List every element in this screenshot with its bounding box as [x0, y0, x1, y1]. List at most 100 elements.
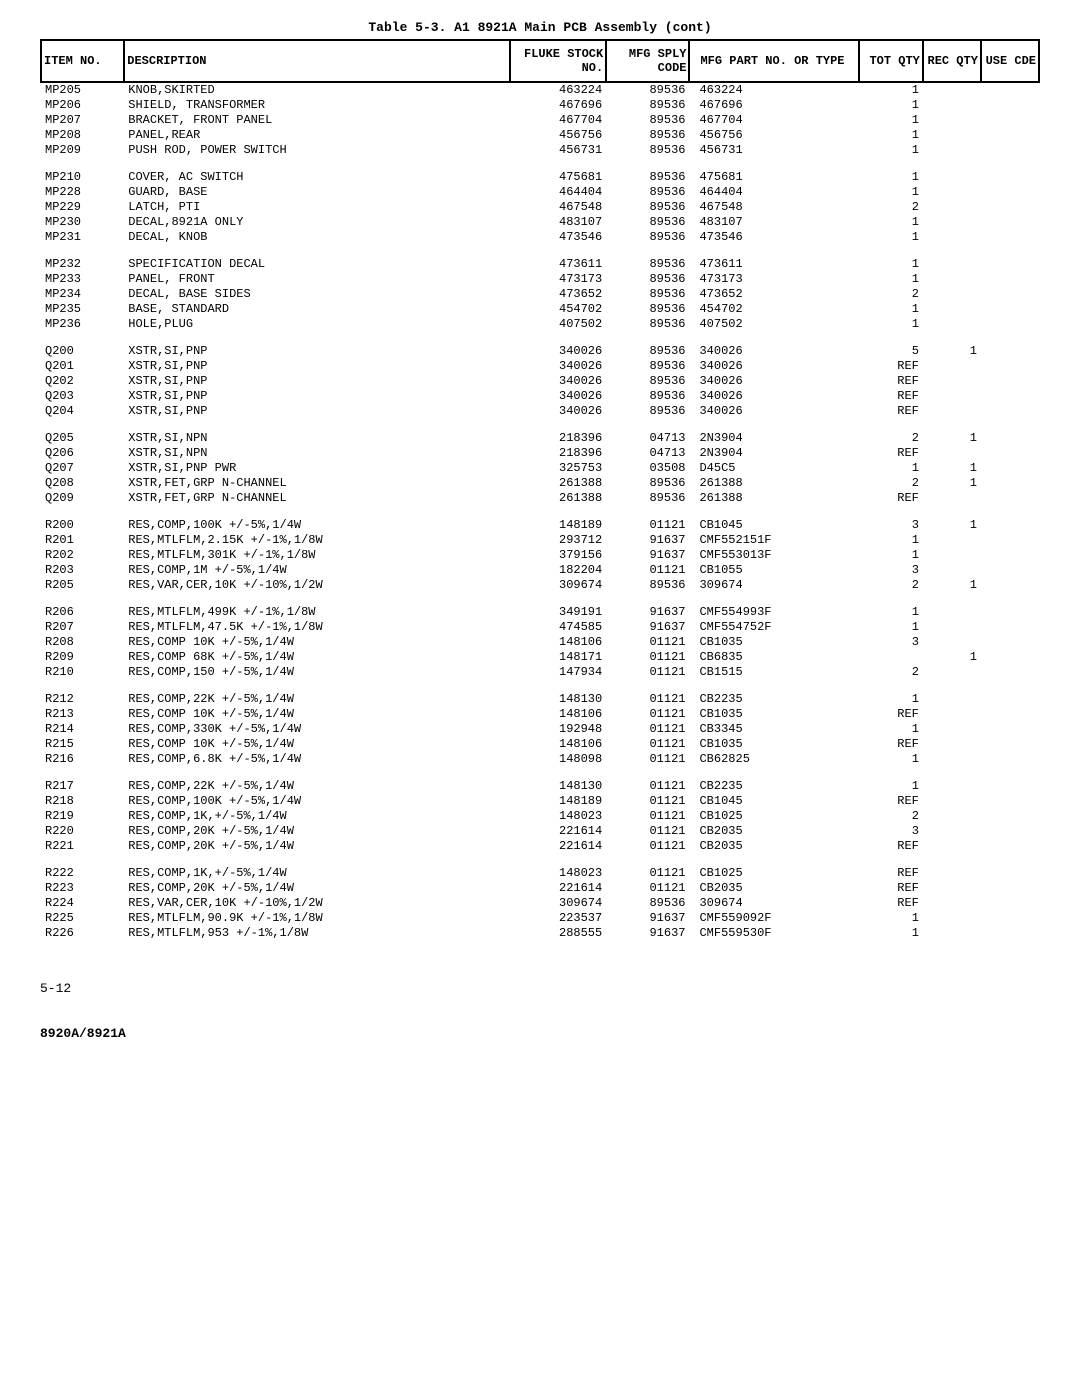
cell-part: 407502 — [689, 317, 858, 332]
cell-tot: 1 — [859, 98, 923, 113]
cell-sply: 91637 — [606, 911, 689, 926]
cell-use — [981, 563, 1039, 578]
cell-item: MP235 — [41, 302, 124, 317]
cell-item: R203 — [41, 563, 124, 578]
cell-sply: 89536 — [606, 359, 689, 374]
cell-tot — [859, 650, 923, 665]
cell-desc: RES,COMP 10K +/-5%,1/4W — [124, 707, 510, 722]
cell-rec — [923, 896, 981, 911]
cell-rec — [923, 272, 981, 287]
cell-part: CB1025 — [689, 866, 858, 881]
cell-stock: 148023 — [510, 866, 606, 881]
cell-sply: 01121 — [606, 779, 689, 794]
cell-desc: PANEL,REAR — [124, 128, 510, 143]
cell-item: MP229 — [41, 200, 124, 215]
cell-tot: 1 — [859, 548, 923, 563]
cell-stock: 463224 — [510, 82, 606, 98]
cell-item: Q206 — [41, 446, 124, 461]
cell-rec — [923, 82, 981, 98]
cell-rec — [923, 809, 981, 824]
cell-use — [981, 635, 1039, 650]
cell-tot: 1 — [859, 170, 923, 185]
cell-sply: 01121 — [606, 794, 689, 809]
cell-rec — [923, 491, 981, 506]
cell-sply: 01121 — [606, 752, 689, 767]
cell-rec: 1 — [923, 431, 981, 446]
cell-part: 467548 — [689, 200, 858, 215]
cell-sply: 89536 — [606, 143, 689, 158]
cell-part: 467696 — [689, 98, 858, 113]
cell-desc: RES,COMP,150 +/-5%,1/4W — [124, 665, 510, 680]
cell-part: CB1045 — [689, 518, 858, 533]
cell-desc: GUARD, BASE — [124, 185, 510, 200]
cell-tot: 1 — [859, 692, 923, 707]
table-row: R200RES,COMP,100K +/-5%,1/4W14818901121C… — [41, 518, 1039, 533]
cell-part: CB2235 — [689, 779, 858, 794]
cell-sply: 89536 — [606, 128, 689, 143]
cell-use — [981, 737, 1039, 752]
cell-use — [981, 491, 1039, 506]
table-row: R207RES,MTLFLM,47.5K +/-1%,1/8W474585916… — [41, 620, 1039, 635]
cell-stock: 309674 — [510, 896, 606, 911]
cell-item: R201 — [41, 533, 124, 548]
table-row: R220RES,COMP,20K +/-5%,1/4W22161401121CB… — [41, 824, 1039, 839]
cell-stock: 261388 — [510, 476, 606, 491]
cell-item: R219 — [41, 809, 124, 824]
cell-use — [981, 866, 1039, 881]
cell-stock: 218396 — [510, 431, 606, 446]
table-row — [41, 158, 1039, 170]
cell-stock: 288555 — [510, 926, 606, 941]
cell-use — [981, 404, 1039, 419]
cell-rec — [923, 752, 981, 767]
cell-tot: REF — [859, 446, 923, 461]
cell-tot: 3 — [859, 518, 923, 533]
cell-desc: KNOB,SKIRTED — [124, 82, 510, 98]
cell-part: CB1035 — [689, 707, 858, 722]
table-row: MP228GUARD, BASE464404895364644041 — [41, 185, 1039, 200]
cell-use — [981, 620, 1039, 635]
cell-use — [981, 287, 1039, 302]
cell-use — [981, 317, 1039, 332]
cell-use — [981, 824, 1039, 839]
cell-rec — [923, 605, 981, 620]
cell-item: R200 — [41, 518, 124, 533]
cell-tot: 3 — [859, 563, 923, 578]
table-row: R219RES,COMP,1K,+/-5%,1/4W14802301121CB1… — [41, 809, 1039, 824]
cell-tot: 2 — [859, 287, 923, 302]
cell-rec — [923, 446, 981, 461]
cell-tot: 1 — [859, 911, 923, 926]
table-row: R213RES,COMP 10K +/-5%,1/4W14810601121CB… — [41, 707, 1039, 722]
cell-sply: 91637 — [606, 605, 689, 620]
cell-tot: 3 — [859, 635, 923, 650]
table-row: MP207BRACKET, FRONT PANEL467704895364677… — [41, 113, 1039, 128]
cell-sply: 01121 — [606, 881, 689, 896]
cell-use — [981, 722, 1039, 737]
cell-rec — [923, 926, 981, 941]
cell-sply: 89536 — [606, 896, 689, 911]
cell-rec — [923, 143, 981, 158]
cell-tot: 2 — [859, 476, 923, 491]
cell-stock: 261388 — [510, 491, 606, 506]
cell-sply: 91637 — [606, 548, 689, 563]
cell-item: MP210 — [41, 170, 124, 185]
cell-rec: 1 — [923, 650, 981, 665]
cell-part: 483107 — [689, 215, 858, 230]
cell-item: R214 — [41, 722, 124, 737]
cell-desc: RES,COMP,22K +/-5%,1/4W — [124, 779, 510, 794]
cell-rec — [923, 779, 981, 794]
cell-stock: 483107 — [510, 215, 606, 230]
cell-desc: RES,COMP,100K +/-5%,1/4W — [124, 794, 510, 809]
cell-rec — [923, 533, 981, 548]
cell-sply: 89536 — [606, 287, 689, 302]
cell-stock: 379156 — [510, 548, 606, 563]
cell-sply: 01121 — [606, 635, 689, 650]
cell-item: R207 — [41, 620, 124, 635]
cell-item: Q204 — [41, 404, 124, 419]
cell-item: MP230 — [41, 215, 124, 230]
table-title: Table 5-3. A1 8921A Main PCB Assembly (c… — [40, 20, 1040, 35]
cell-sply: 04713 — [606, 446, 689, 461]
cell-tot: REF — [859, 866, 923, 881]
cell-sply: 89536 — [606, 578, 689, 593]
cell-item: R205 — [41, 578, 124, 593]
cell-item: MP233 — [41, 272, 124, 287]
